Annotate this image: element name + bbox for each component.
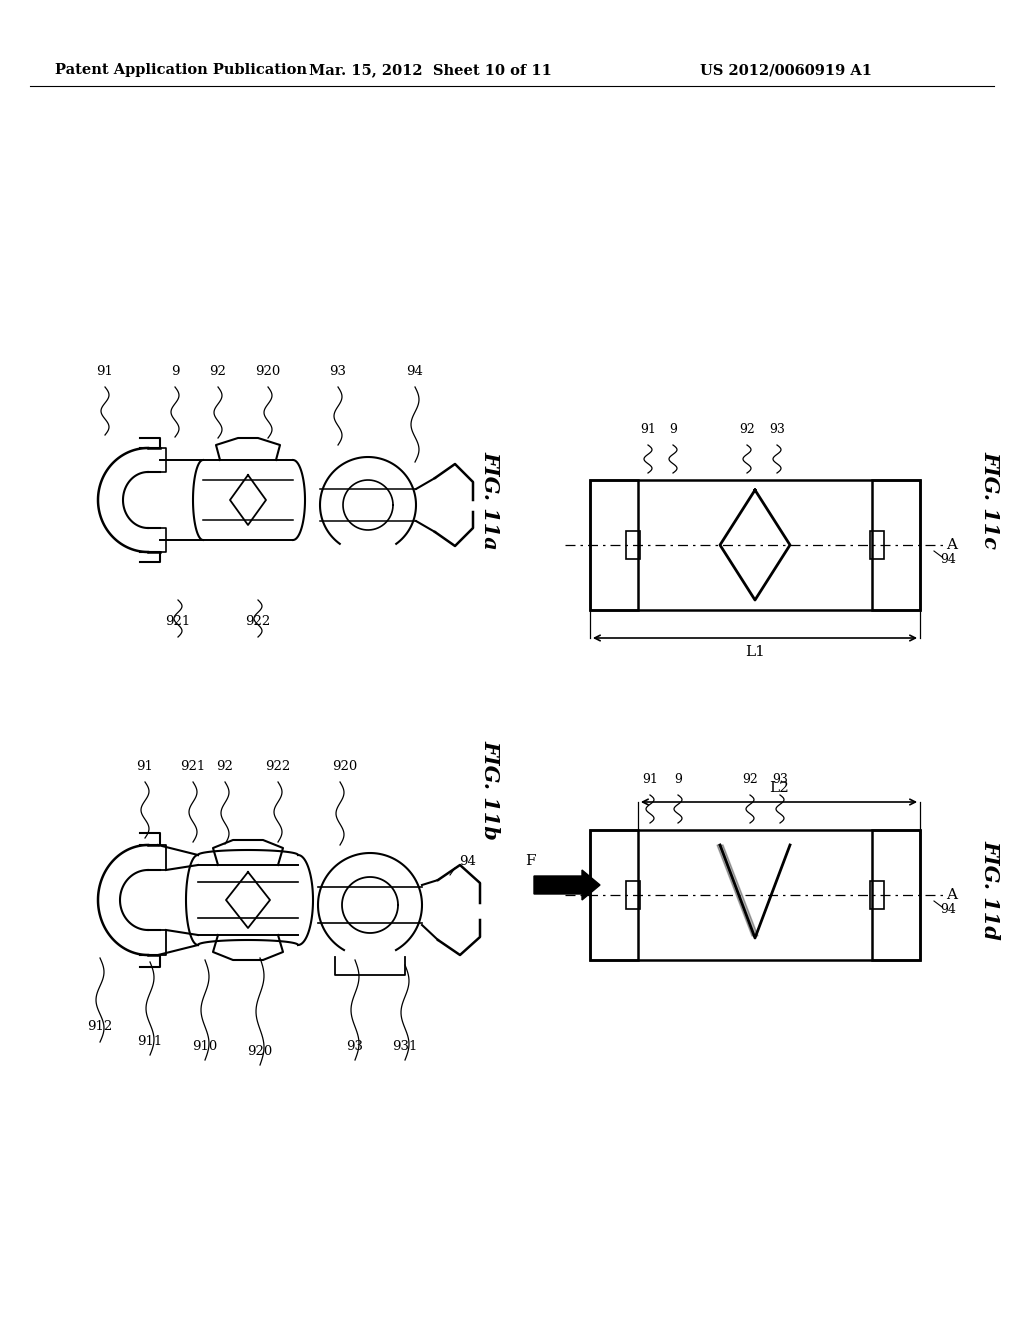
Bar	[590, 830, 638, 960]
Text: 94: 94	[940, 903, 956, 916]
Text: 910: 910	[193, 1040, 218, 1053]
Text: 9: 9	[171, 366, 179, 378]
Text: 93: 93	[330, 366, 346, 378]
Text: 91: 91	[96, 366, 114, 378]
Text: 93: 93	[772, 774, 787, 785]
Bar	[870, 880, 884, 909]
Text: 92: 92	[739, 422, 755, 436]
Text: 920: 920	[333, 760, 357, 774]
Text: FIG. 11c: FIG. 11c	[980, 451, 1000, 549]
FancyArrow shape	[534, 870, 600, 900]
Bar	[626, 880, 640, 909]
Text: 91: 91	[136, 760, 154, 774]
Text: 920: 920	[255, 366, 281, 378]
Text: Mar. 15, 2012  Sheet 10 of 11: Mar. 15, 2012 Sheet 10 of 11	[308, 63, 552, 77]
Text: 920: 920	[248, 1045, 272, 1059]
Text: A: A	[946, 888, 957, 902]
Text: 922: 922	[265, 760, 291, 774]
Bar	[590, 830, 920, 960]
Bar	[872, 480, 920, 610]
Text: 921: 921	[180, 760, 206, 774]
Text: 92: 92	[742, 774, 758, 785]
Text: 911: 911	[137, 1035, 163, 1048]
Text: 94: 94	[407, 366, 424, 378]
Text: L2: L2	[769, 781, 788, 795]
Text: 92: 92	[210, 366, 226, 378]
Text: 9: 9	[669, 422, 677, 436]
Bar	[872, 830, 920, 960]
Text: 91: 91	[642, 774, 658, 785]
Text: 921: 921	[165, 615, 190, 628]
Text: 94: 94	[940, 553, 956, 566]
Bar	[870, 531, 884, 558]
Text: 922: 922	[246, 615, 270, 628]
Text: A: A	[946, 539, 957, 552]
Text: 931: 931	[392, 1040, 418, 1053]
Text: US 2012/0060919 A1: US 2012/0060919 A1	[700, 63, 872, 77]
Text: 912: 912	[87, 1020, 113, 1034]
Text: 93: 93	[346, 1040, 364, 1053]
Text: FIG. 11a: FIG. 11a	[480, 450, 500, 549]
Bar	[590, 480, 920, 610]
Text: Patent Application Publication: Patent Application Publication	[55, 63, 307, 77]
Bar	[626, 531, 640, 558]
Text: 92: 92	[216, 760, 233, 774]
Text: FIG. 11b: FIG. 11b	[480, 741, 500, 840]
Text: 93: 93	[769, 422, 785, 436]
Polygon shape	[717, 845, 758, 936]
Text: F: F	[524, 854, 536, 869]
Text: 91: 91	[640, 422, 656, 436]
Text: 94: 94	[460, 855, 476, 869]
Text: 9: 9	[674, 774, 682, 785]
Text: L1: L1	[745, 645, 765, 659]
Text: FIG. 11d: FIG. 11d	[980, 840, 1000, 940]
Bar	[590, 480, 638, 610]
